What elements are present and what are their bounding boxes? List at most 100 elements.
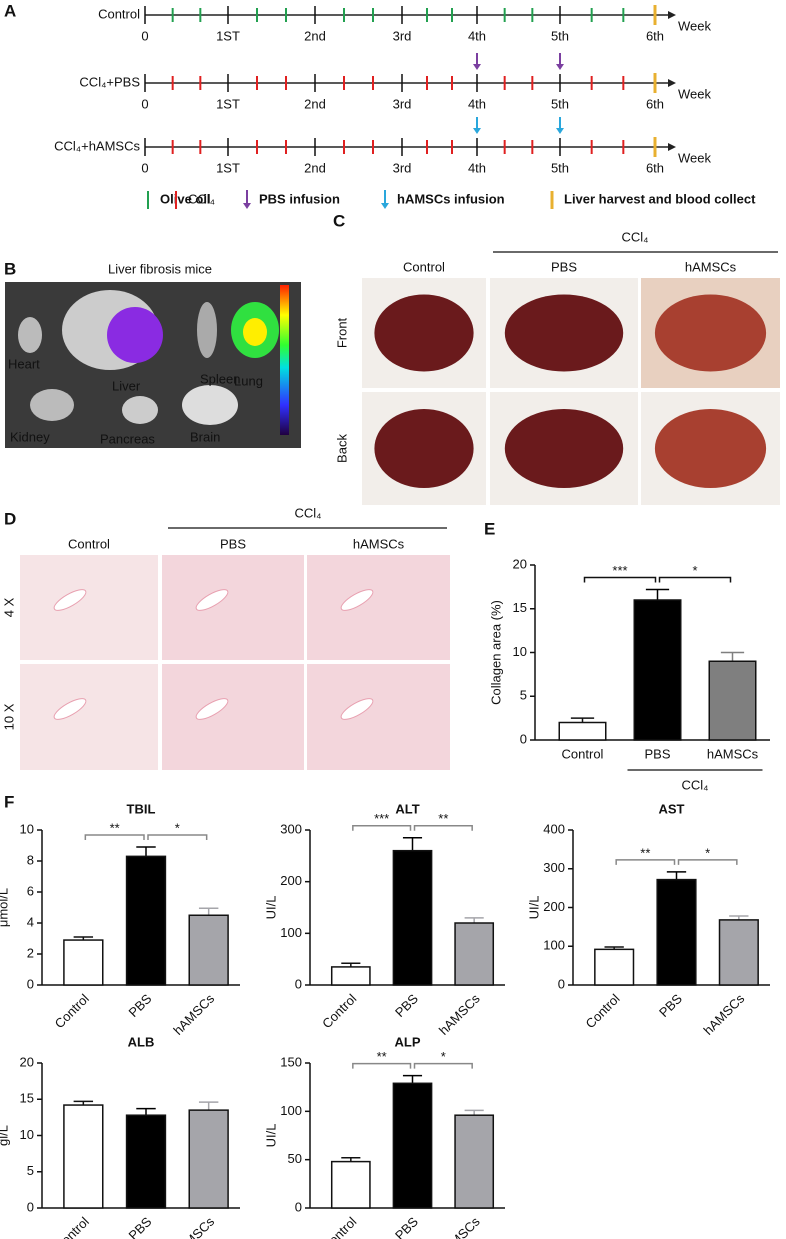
y-tick-label: 300 [280,821,302,836]
arrow-head [556,128,564,134]
histology-image [162,664,304,770]
row-label: 10 X [1,703,16,730]
significance-bracket [615,859,676,865]
column-label: PBS [220,536,246,551]
week-label: 6th [646,96,664,111]
significance-bracket [677,859,738,865]
y-axis-label: μmol/L [0,888,10,927]
column-label: hAMSCs [685,259,737,274]
week-label: 6th [646,28,664,43]
bar [63,1104,104,1209]
y-axis-label: UI/L [526,896,541,920]
y-tick-label: 10 [513,644,527,659]
y-axis-label: UI/L [263,896,278,920]
arrow-head [381,203,389,209]
vessel [195,698,229,720]
legend-label: CCl₄ [188,191,215,206]
histology-image [162,555,304,660]
histology-image [307,555,450,660]
bar [188,1109,229,1209]
y-tick-label: 300 [543,860,565,875]
significance-bracket [658,576,732,583]
column-label: PBS [551,259,577,274]
week-label: 1ST [216,160,240,175]
significance-label: * [175,820,180,835]
axis-arrow [668,143,676,151]
x-tick-label: Control [562,746,604,761]
y-tick-label: 100 [280,1103,302,1118]
column-label: Control [403,259,445,274]
vessel [195,589,229,611]
row-label: CCl₄+hAMSCs [54,138,140,153]
y-axis-label: gl/L [0,1125,10,1146]
chart-title: AST [659,801,685,816]
bar [633,599,682,741]
significance-label: ** [377,1049,387,1064]
y-tick-label: 50 [288,1151,302,1166]
liver [504,408,624,489]
group-label: CCl₄ [622,229,649,244]
week-label: 4th [468,96,486,111]
panel-label: A [4,1,16,20]
significance-bracket [352,825,412,831]
week-label: 0 [141,96,148,111]
significance-bracket [352,1062,412,1069]
bar [454,1114,495,1209]
chart-title: ALB [128,1034,155,1049]
panel-label: F [4,792,14,811]
liver [374,408,474,489]
bar [392,849,433,986]
bar [125,855,167,986]
organ-label: Heart [8,356,40,371]
y-tick-label: 10 [20,1127,34,1142]
significance-bracket [413,825,473,831]
y-tick-label: 2 [27,945,34,960]
chart-title: ALP [395,1034,421,1049]
liver [374,294,474,372]
y-tick-label: 8 [27,852,34,867]
week-label: 3rd [393,28,412,43]
week-label: 5th [551,28,569,43]
y-tick-label: 4 [27,914,34,929]
vessel [340,589,374,611]
x-tick-label: PBS [644,746,670,761]
x-tick-label: hAMSCs [436,1214,483,1239]
x-tick-label: PBS [656,991,685,1020]
y-tick-label: 6 [27,883,34,898]
y-tick-label: 100 [543,938,565,953]
vessel [53,589,87,611]
y-tick-label: 400 [543,821,565,836]
significance-bracket [147,834,208,841]
bar [330,1160,371,1209]
y-tick-label: 0 [558,976,565,991]
significance-label: ** [438,811,448,826]
x-tick-label: hAMSCs [701,991,748,1038]
vessel [340,698,374,720]
organs [18,290,279,425]
week-label: 0 [141,28,148,43]
row-label: Control [98,6,140,21]
y-tick-label: 15 [20,1091,34,1106]
y-tick-label: 0 [27,976,34,991]
row-label: Back [334,434,349,463]
histology-image [307,664,450,770]
significance-bracket [413,1062,473,1069]
chart-title: TBIL [127,801,156,816]
bar [188,914,229,986]
vessel [53,698,87,720]
significance-label: *** [612,563,627,578]
bar [392,1082,433,1209]
y-tick-label: 20 [513,556,527,571]
column-label: hAMSCs [353,536,405,551]
week-label: 4th [468,28,486,43]
axis-unit: Week [678,18,711,33]
y-tick-label: 15 [513,600,527,615]
row-label: Front [334,317,349,348]
week-label: 2nd [304,96,326,111]
organ-label: Spleen [200,371,240,386]
y-tick-label: 100 [280,925,302,940]
bar [718,919,759,986]
y-tick-label: 5 [27,1163,34,1178]
panel-label: E [484,519,495,538]
